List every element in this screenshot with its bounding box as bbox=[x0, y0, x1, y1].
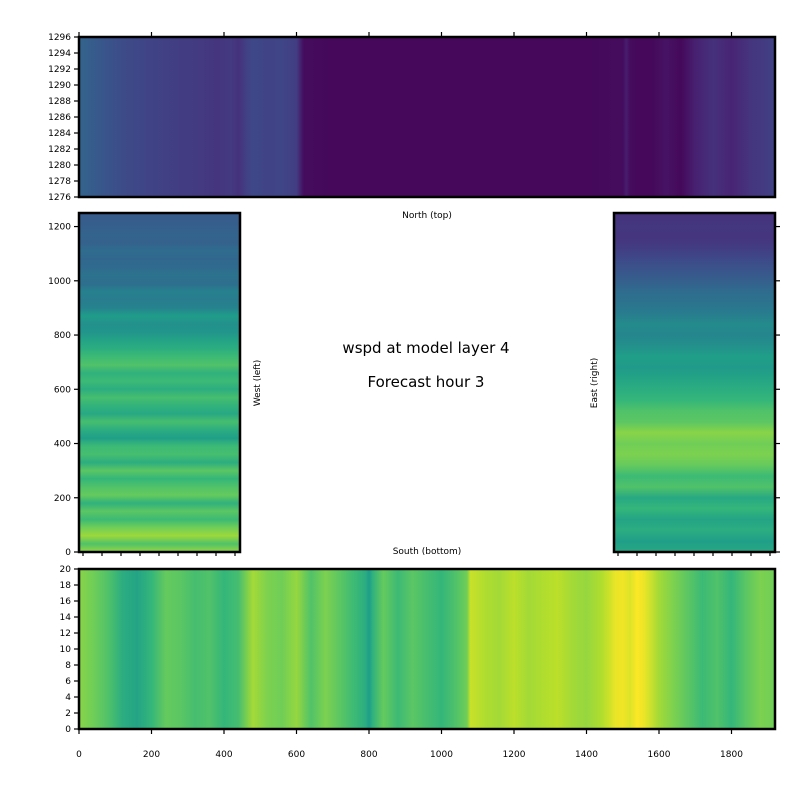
south-xtick-label: 200 bbox=[143, 750, 160, 760]
north-ytick-label: 1280 bbox=[48, 161, 71, 171]
west-frame bbox=[77, 211, 242, 554]
south-ytick-label: 0 bbox=[65, 725, 71, 735]
north-ytick-label: 1286 bbox=[48, 113, 71, 123]
south-xtick-label: 1000 bbox=[430, 750, 453, 760]
south-ytick-label: 12 bbox=[60, 629, 71, 639]
west-ytick-label: 0 bbox=[65, 548, 71, 558]
south-xtick-label: 0 bbox=[76, 750, 82, 760]
south-ytick-label: 2 bbox=[65, 709, 71, 719]
south-xtick-label: 1600 bbox=[648, 750, 671, 760]
west-ytick-label: 1000 bbox=[48, 277, 71, 287]
center-title: wspd at model layer 4 Forecast hour 3 bbox=[342, 339, 509, 391]
north-ytick-label: 1296 bbox=[48, 33, 71, 43]
south-ytick-label: 10 bbox=[60, 645, 72, 655]
north-ytick-label: 1278 bbox=[48, 177, 71, 187]
north-label: North (top) bbox=[402, 211, 452, 221]
north-ytick-label: 1294 bbox=[48, 49, 71, 59]
south-xtick-label: 1200 bbox=[503, 750, 526, 760]
south-ytick-label: 4 bbox=[65, 693, 71, 703]
south-ytick-label: 14 bbox=[60, 613, 72, 623]
west-ytick-label: 200 bbox=[54, 494, 71, 504]
west-ytick-label: 400 bbox=[54, 440, 71, 450]
south-ytick-label: 18 bbox=[60, 581, 72, 591]
south-xtick-label: 1800 bbox=[720, 750, 743, 760]
west-ytick-label: 600 bbox=[54, 385, 71, 395]
chart-title: wspd at model layer 4 bbox=[342, 339, 509, 357]
west-ytick-label: 800 bbox=[54, 331, 71, 341]
east-panel: East (right) bbox=[590, 211, 780, 556]
west-label: West (left) bbox=[253, 360, 263, 407]
south-label: South (bottom) bbox=[393, 547, 462, 557]
south-ytick-label: 20 bbox=[60, 565, 72, 575]
east-heatmap bbox=[614, 213, 775, 552]
north-panel: 1276 1278 1280 1282 1284 1286 1288 1290 1292 1294… bbox=[48, 32, 777, 221]
north-ytick-label: 1290 bbox=[48, 81, 71, 91]
north-ytick-label: 1288 bbox=[48, 97, 71, 107]
north-ytick-label: 1292 bbox=[48, 65, 71, 75]
west-ytick-label: 1200 bbox=[48, 223, 71, 233]
chart-subtitle: Forecast hour 3 bbox=[368, 373, 485, 391]
north-frame bbox=[77, 35, 777, 199]
south-ytick-label: 6 bbox=[65, 677, 71, 687]
south-frame bbox=[77, 567, 777, 731]
south-ytick-label: 16 bbox=[60, 597, 72, 607]
south-xtick-label: 400 bbox=[215, 750, 232, 760]
north-ytick-label: 1282 bbox=[48, 145, 71, 155]
south-ytick-label: 8 bbox=[65, 661, 71, 671]
south-xtick-label: 600 bbox=[288, 750, 305, 760]
west-heatmap bbox=[79, 213, 240, 552]
south-xtick-label: 1400 bbox=[575, 750, 598, 760]
north-ytick-label: 1276 bbox=[48, 193, 71, 203]
east-label: East (right) bbox=[590, 358, 600, 408]
south-heatmap bbox=[79, 569, 775, 729]
west-panel: 0 200 400 600 800 1000 1200 West (left) bbox=[48, 211, 263, 558]
north-ytick-label: 1284 bbox=[48, 129, 71, 139]
north-heatmap bbox=[79, 37, 775, 197]
south-xtick-label: 800 bbox=[360, 750, 377, 760]
east-frame bbox=[612, 211, 777, 554]
